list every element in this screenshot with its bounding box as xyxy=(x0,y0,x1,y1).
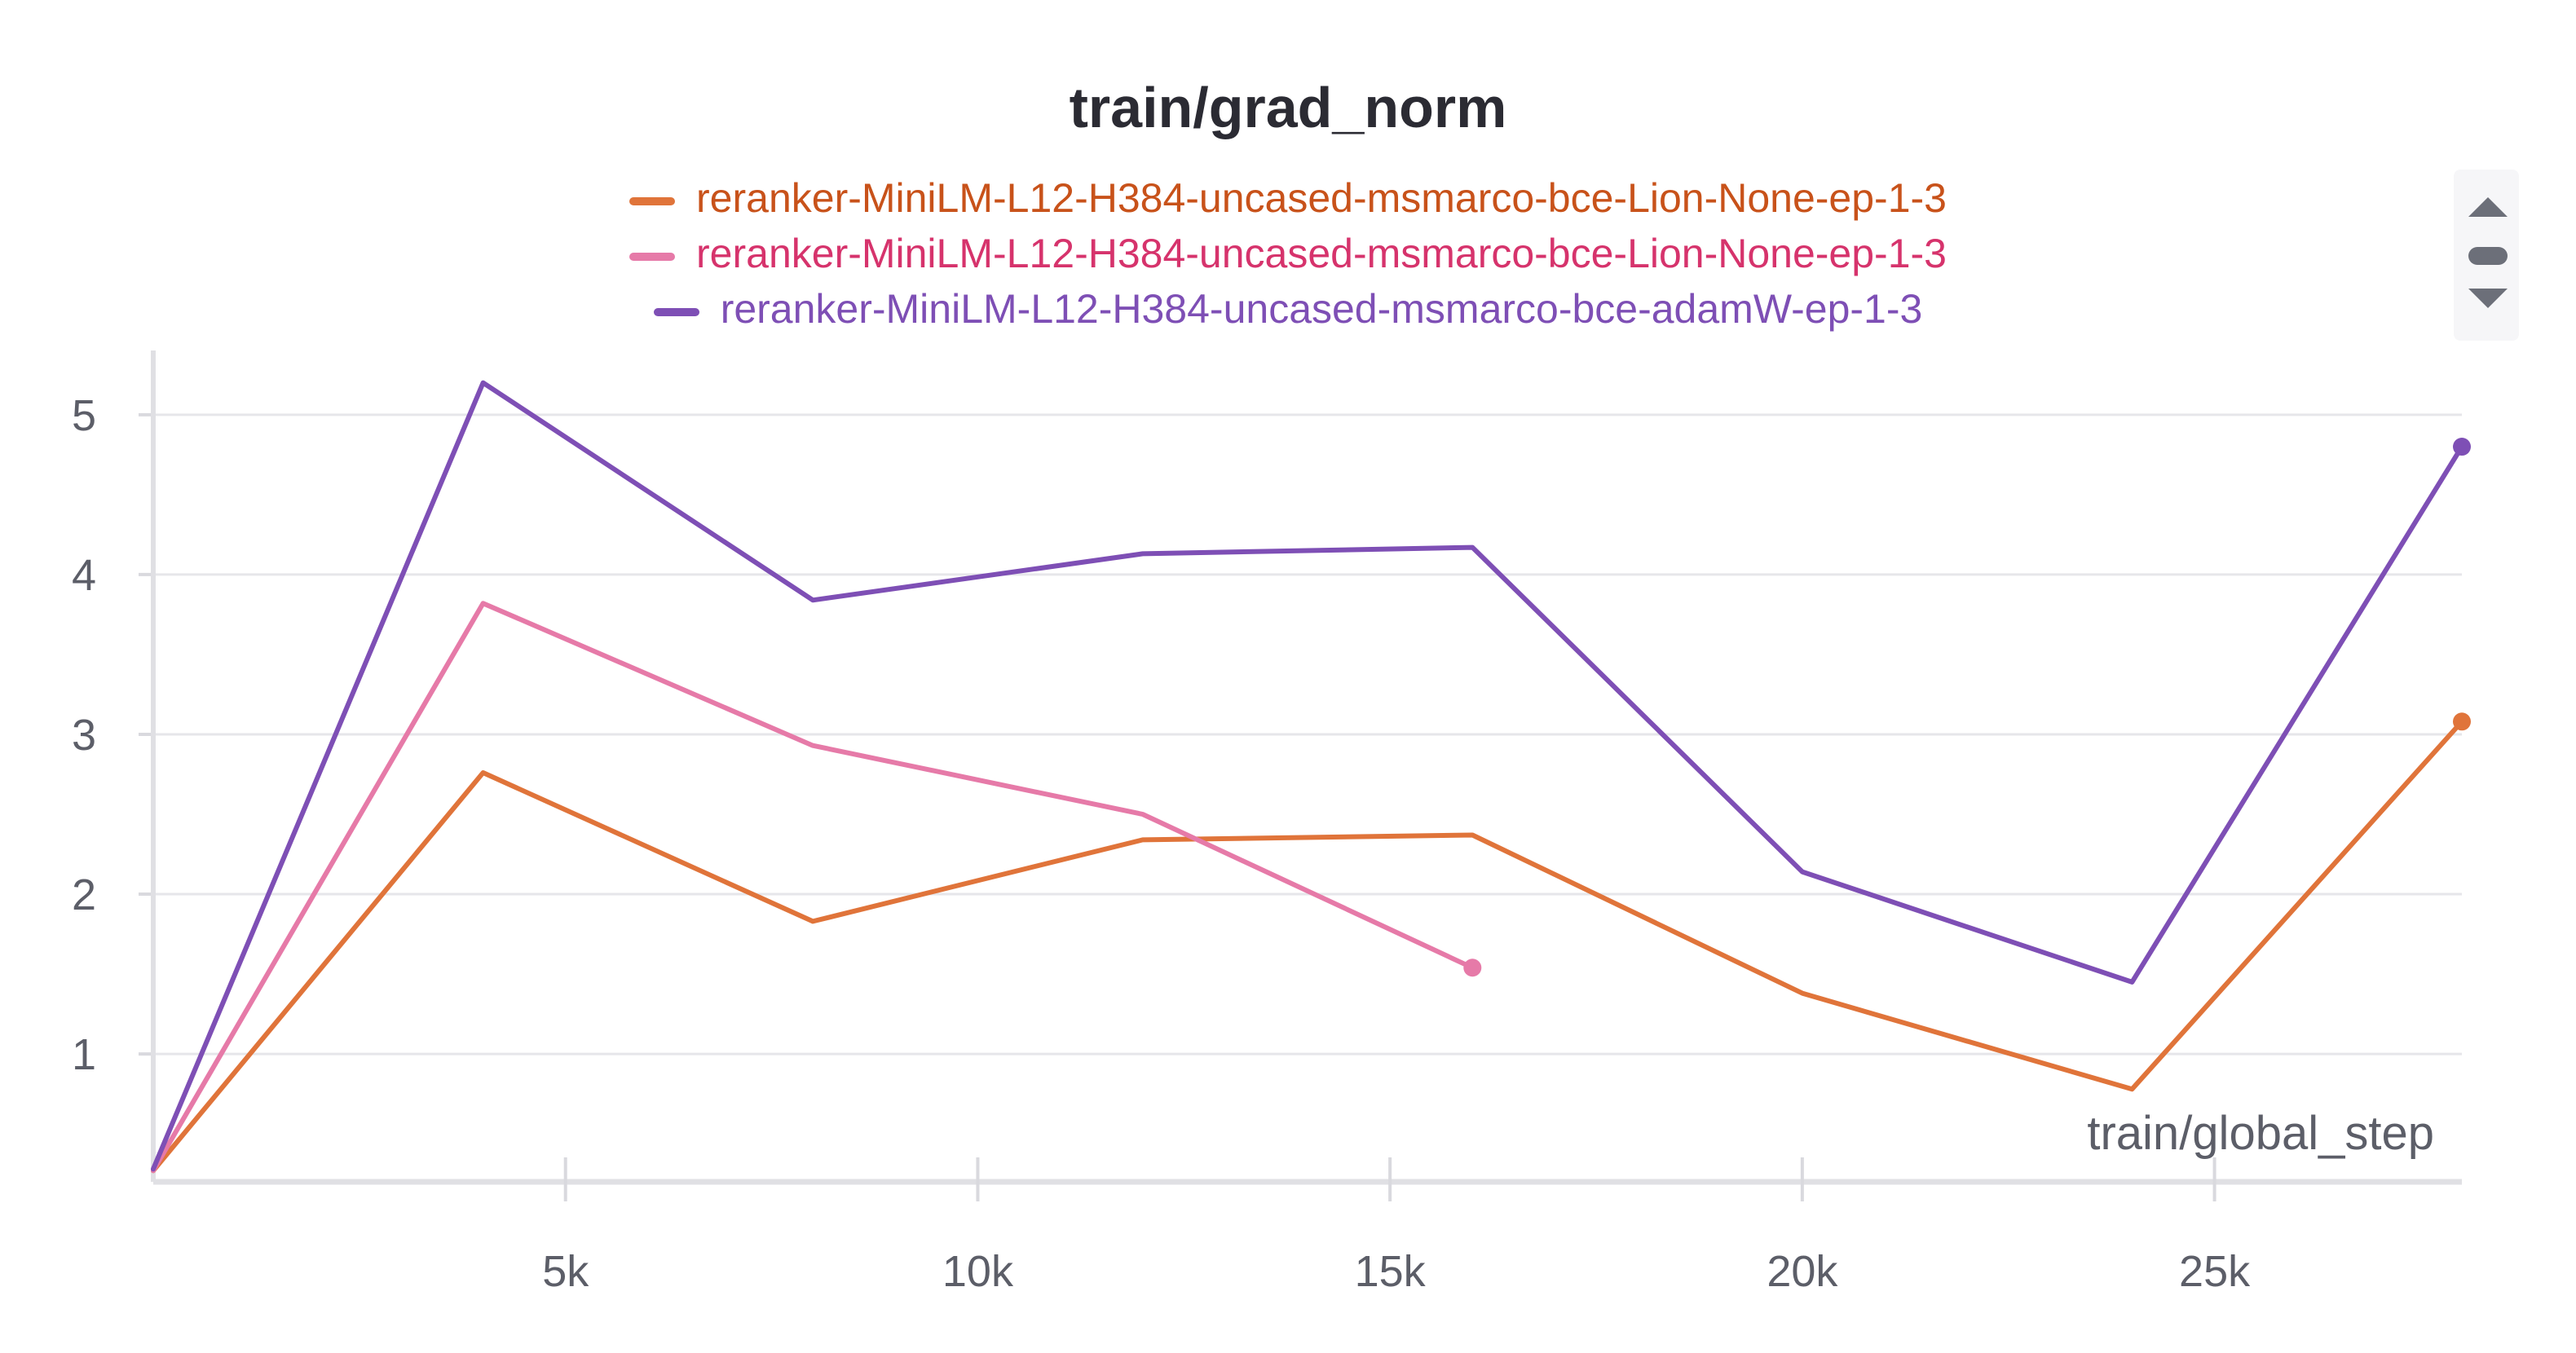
legend-scroll-control xyxy=(2454,170,2519,341)
y-tick-label: 5 xyxy=(72,391,96,440)
series-line-2[interactable] xyxy=(151,601,1475,1174)
legend-label-2: reranker-MiniLM-L12-H384-uncased-msmarco… xyxy=(696,231,1947,276)
legend-swatch-3 xyxy=(653,307,699,316)
series-line-1[interactable] xyxy=(151,719,2464,1174)
legend-item-2[interactable]: reranker-MiniLM-L12-H384-uncased-msmarco… xyxy=(0,227,2576,280)
legend-label-1: reranker-MiniLM-L12-H384-uncased-msmarco… xyxy=(696,175,1947,221)
series-end-point-3[interactable] xyxy=(2453,438,2471,456)
y-tick-label: 2 xyxy=(72,870,96,919)
series-end-point-1[interactable] xyxy=(2453,712,2471,731)
legend-scroll-down-icon[interactable] xyxy=(2468,289,2508,308)
grid-lines xyxy=(153,413,2462,1056)
legend-scroll-handle-icon[interactable] xyxy=(2468,247,2508,265)
x-tick-label: 10k xyxy=(942,1247,1014,1296)
y-tick-label: 3 xyxy=(72,711,96,760)
legend-item-1[interactable]: reranker-MiniLM-L12-H384-uncased-msmarco… xyxy=(0,171,2576,225)
x-tick-label: 25k xyxy=(2179,1247,2251,1296)
legend-item-3[interactable]: reranker-MiniLM-L12-H384-uncased-msmarco… xyxy=(0,282,2576,336)
y-tick-label: 1 xyxy=(72,1030,96,1079)
y-tick-label: 4 xyxy=(72,551,96,600)
chart-title: train/grad_norm xyxy=(1069,76,1507,139)
legend-swatch-1 xyxy=(629,196,676,205)
legend-swatch-2 xyxy=(629,252,676,261)
x-tick-label: 15k xyxy=(1355,1247,1427,1296)
legend-label-3: reranker-MiniLM-L12-H384-uncased-msmarco… xyxy=(720,286,1923,332)
series-end-point-2[interactable] xyxy=(1463,959,1482,977)
axes: 1 2 3 4 5 5k 10k 15k 20k 25k xyxy=(72,350,2462,1296)
series-lines xyxy=(151,380,2471,1174)
series-line-3[interactable] xyxy=(151,380,2464,1172)
x-tick-label: 5k xyxy=(542,1247,589,1296)
x-axis-title: train/global_step xyxy=(2087,1107,2434,1160)
legend-scroll-up-icon[interactable] xyxy=(2468,197,2508,217)
x-tick-label: 20k xyxy=(1767,1247,1838,1296)
